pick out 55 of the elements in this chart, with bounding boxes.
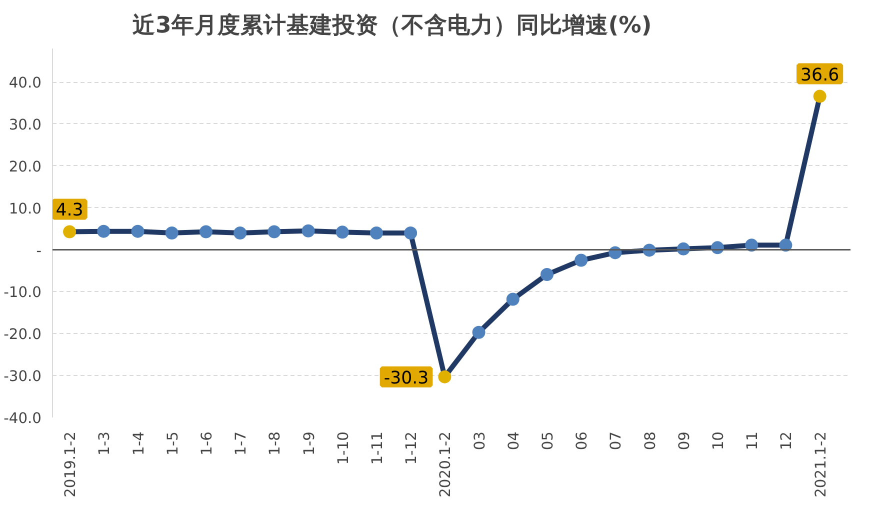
point — [472, 326, 486, 339]
point — [63, 225, 76, 238]
y-tick-label: 30.0 — [8, 116, 42, 134]
x-tick-label: 2019.1-2 — [62, 431, 80, 498]
point — [745, 238, 758, 252]
y-tick-label: -40.0 — [4, 410, 42, 427]
y-tick-label: - — [36, 242, 42, 260]
x-tick-label: 1-3 — [96, 431, 114, 456]
x-tick-label: 1-4 — [130, 431, 148, 456]
x-tick-label: 08 — [642, 431, 659, 450]
point — [302, 224, 315, 238]
point — [438, 370, 452, 384]
x-tick-label: 1-6 — [198, 431, 216, 456]
point — [97, 224, 110, 238]
data-label: 4.3 — [56, 200, 84, 221]
x-tick-label: 06 — [574, 431, 591, 450]
chart-title: 近3年月度累计基建投资（不含电力）同比增速(%) — [132, 12, 652, 38]
point — [370, 226, 383, 240]
x-tick-label: 2020.1-2 — [437, 431, 454, 498]
x-tick-label: 04 — [505, 431, 522, 450]
y-tick-label: 20.0 — [8, 158, 42, 176]
x-tick-label: 09 — [676, 431, 693, 450]
x-tick-label: 1-10 — [334, 431, 352, 465]
y-tick-label: -20.0 — [4, 326, 42, 344]
x-tick-label: 1-12 — [403, 431, 420, 465]
x-tick-label: 03 — [471, 431, 488, 450]
point — [779, 238, 792, 252]
y-tick-label: -30.0 — [4, 368, 42, 386]
x-tick-label: 1-9 — [300, 431, 318, 456]
y-tick-label: 40.0 — [8, 74, 42, 92]
x-tick-label: 05 — [539, 431, 556, 450]
x-tick-label: 1-5 — [164, 431, 182, 456]
x-tick-label: 10 — [710, 431, 727, 450]
point — [336, 226, 349, 239]
x-tick-label: 07 — [608, 431, 625, 450]
x-tick-label: 1-8 — [266, 431, 284, 456]
point — [234, 226, 247, 240]
point — [813, 90, 826, 103]
point — [506, 292, 520, 306]
point — [268, 225, 281, 238]
data-label: -30.3 — [384, 368, 429, 388]
point — [574, 254, 588, 267]
point — [199, 225, 212, 238]
x-tick-label: 2021.1-2 — [812, 431, 830, 498]
x-tick-label: 1-11 — [368, 431, 386, 465]
x-tick-label: 11 — [744, 431, 762, 450]
point — [540, 268, 554, 281]
point — [165, 226, 178, 240]
point — [131, 224, 144, 238]
point — [404, 226, 418, 240]
x-tick-label: 1-7 — [232, 431, 250, 456]
y-tick-label: 10.0 — [8, 200, 42, 218]
y-tick-label: -10.0 — [4, 284, 42, 302]
x-tick-label: 12 — [778, 431, 796, 450]
data-label: 36.6 — [800, 65, 840, 86]
